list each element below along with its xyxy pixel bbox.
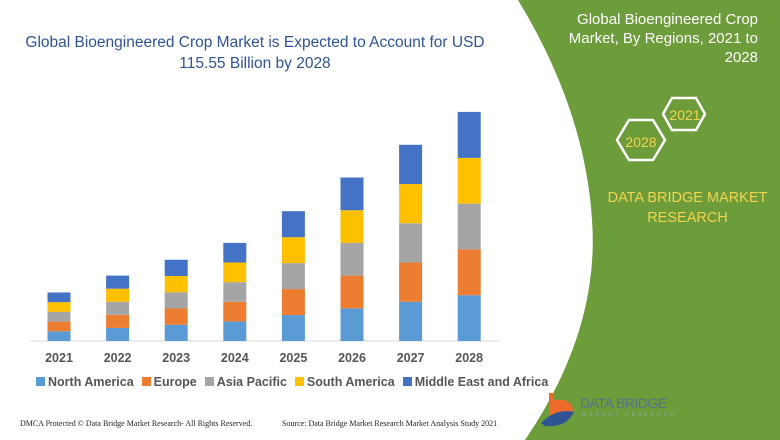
stacked-bar-chart: 2021 2022 2023 2024 2025 2026 2027 2028 bbox=[30, 111, 500, 365]
hexagon-2028 bbox=[615, 118, 667, 162]
logo-subtext: MARKET RESEARCH bbox=[582, 412, 677, 418]
x-tick-label: 2026 bbox=[338, 351, 366, 365]
bar-segment-2024-2 bbox=[223, 282, 247, 302]
x-tick-label: 2028 bbox=[455, 351, 483, 365]
bar-segment-2028-0 bbox=[457, 295, 481, 341]
green-side-panel bbox=[518, 0, 780, 440]
legend-item: Middle East and Africa bbox=[402, 375, 549, 389]
bar-segment-2022-1 bbox=[106, 314, 130, 328]
brand-name: DATA BRIDGE MARKET RESEARCH bbox=[607, 190, 768, 226]
legend-item: North America bbox=[36, 375, 134, 389]
bar-segment-2026-2 bbox=[340, 242, 364, 276]
chart-title: Global Bioengineered Crop Market is Expe… bbox=[25, 34, 485, 72]
hex-year-end: 2028 bbox=[625, 134, 656, 150]
legend-label: Middle East and Africa bbox=[414, 375, 549, 389]
bar-segment-2022-4 bbox=[106, 275, 130, 289]
bar-segment-2028-2 bbox=[457, 203, 481, 250]
bar-segment-2021-4 bbox=[47, 292, 71, 303]
x-tick-label: 2024 bbox=[221, 351, 249, 365]
x-tick-label: 2021 bbox=[45, 351, 73, 365]
bar-segment-2027-2 bbox=[399, 223, 423, 263]
bar-segment-2023-1 bbox=[164, 308, 188, 325]
bar-segment-2026-1 bbox=[340, 275, 364, 309]
logo-icon bbox=[541, 393, 574, 427]
bar-segment-2027-1 bbox=[399, 262, 423, 302]
dmca-notice: DMCA Protected © Data Bridge Market Rese… bbox=[20, 419, 253, 428]
bar-segment-2023-2 bbox=[164, 292, 188, 309]
bar-segment-2023-4 bbox=[164, 259, 188, 276]
legend-item: Asia Pacific bbox=[204, 375, 287, 389]
bar-segment-2024-0 bbox=[223, 321, 247, 341]
bar-segment-2024-1 bbox=[223, 301, 247, 322]
bar-segment-2027-4 bbox=[399, 144, 423, 185]
hexagon-2021 bbox=[661, 96, 707, 132]
legend-swatch bbox=[402, 377, 412, 386]
bar-segment-2021-1 bbox=[47, 321, 71, 332]
bar-segment-2025-3 bbox=[281, 237, 305, 264]
bar-segment-2028-3 bbox=[457, 157, 481, 204]
bar-segment-2025-2 bbox=[281, 263, 305, 290]
legend-label: North America bbox=[48, 375, 134, 389]
legend-label: South America bbox=[306, 375, 395, 389]
bar-segment-2025-0 bbox=[281, 315, 305, 341]
x-tick-label: 2025 bbox=[279, 351, 307, 365]
bar-segment-2021-0 bbox=[47, 331, 71, 341]
bar-segment-2026-0 bbox=[340, 308, 364, 341]
hex-year-start: 2021 bbox=[669, 107, 700, 123]
bar-segment-2025-4 bbox=[281, 211, 305, 238]
legend-item: South America bbox=[294, 375, 395, 389]
bar-segment-2026-3 bbox=[340, 210, 364, 243]
x-tick-label: 2027 bbox=[397, 351, 425, 365]
logo-text: DATA BRIDGE bbox=[580, 395, 667, 411]
side-panel-title: Global Bioengineered Crop Market, By Reg… bbox=[568, 11, 758, 66]
bar-segment-2027-0 bbox=[399, 301, 423, 341]
legend-swatch bbox=[294, 377, 304, 386]
chart-legend: North America Europe Asia Pacific South Ame… bbox=[36, 375, 548, 389]
bar-segment-2026-4 bbox=[340, 177, 364, 211]
x-tick-label: 2023 bbox=[162, 351, 190, 365]
bar-segment-2022-2 bbox=[106, 301, 130, 315]
bar-segment-2028-4 bbox=[457, 111, 481, 158]
bar-segment-2023-0 bbox=[164, 324, 188, 341]
bar-segment-2022-0 bbox=[106, 327, 130, 341]
bar-segment-2021-2 bbox=[47, 311, 71, 322]
legend-swatch bbox=[204, 377, 214, 386]
bar-segment-2021-3 bbox=[47, 302, 71, 312]
bar-segment-2028-1 bbox=[457, 249, 481, 296]
bar-segment-2022-3 bbox=[106, 288, 130, 302]
source-note: Source: Data Bridge Market Research Mark… bbox=[282, 419, 498, 428]
bar-segment-2027-3 bbox=[399, 184, 423, 224]
legend-swatch bbox=[141, 377, 151, 386]
x-tick-label: 2022 bbox=[104, 351, 132, 365]
legend-label: Europe bbox=[153, 375, 197, 389]
bar-segment-2023-3 bbox=[164, 275, 188, 293]
legend-swatch bbox=[36, 377, 45, 386]
legend-label: Asia Pacific bbox=[216, 375, 287, 389]
legend-item: Europe bbox=[141, 375, 197, 389]
bar-segment-2025-1 bbox=[281, 289, 305, 316]
bar-segment-2024-3 bbox=[223, 262, 247, 283]
bar-segment-2024-4 bbox=[223, 242, 247, 263]
